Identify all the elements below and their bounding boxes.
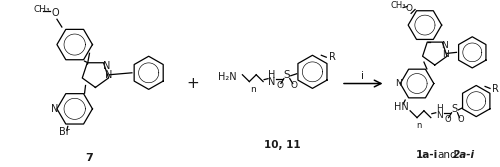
Text: 10, 11: 10, 11 [264,140,300,150]
Text: H: H [268,70,276,80]
Text: O: O [290,81,297,90]
Text: 1a-i: 1a-i [416,150,438,160]
Text: N: N [52,104,59,114]
Text: HN: HN [394,102,408,112]
Text: and: and [438,150,458,160]
Text: O: O [457,115,464,124]
Text: N: N [104,70,112,80]
Text: Br: Br [60,127,70,137]
Text: n: n [250,85,256,94]
Text: N: N [268,77,276,87]
Text: +: + [186,76,200,91]
Text: N: N [442,50,449,59]
Text: H: H [436,104,443,113]
Text: R: R [492,84,499,94]
Text: O: O [444,115,451,124]
Text: N: N [442,41,448,50]
Text: CH₃: CH₃ [34,5,50,14]
Text: S: S [452,104,458,114]
Text: O: O [276,81,283,90]
Text: i: i [362,71,364,81]
Text: 7: 7 [86,152,94,162]
Text: N: N [395,79,402,88]
Text: O: O [51,8,59,18]
Text: O: O [406,4,412,13]
Text: CH₃: CH₃ [390,1,406,10]
Text: H₂N: H₂N [218,72,236,82]
Text: N: N [436,111,443,120]
Text: 2a-i: 2a-i [454,150,475,160]
Text: N: N [102,61,110,71]
Text: n: n [416,121,422,130]
Text: R: R [329,52,336,62]
Text: S: S [284,70,290,80]
